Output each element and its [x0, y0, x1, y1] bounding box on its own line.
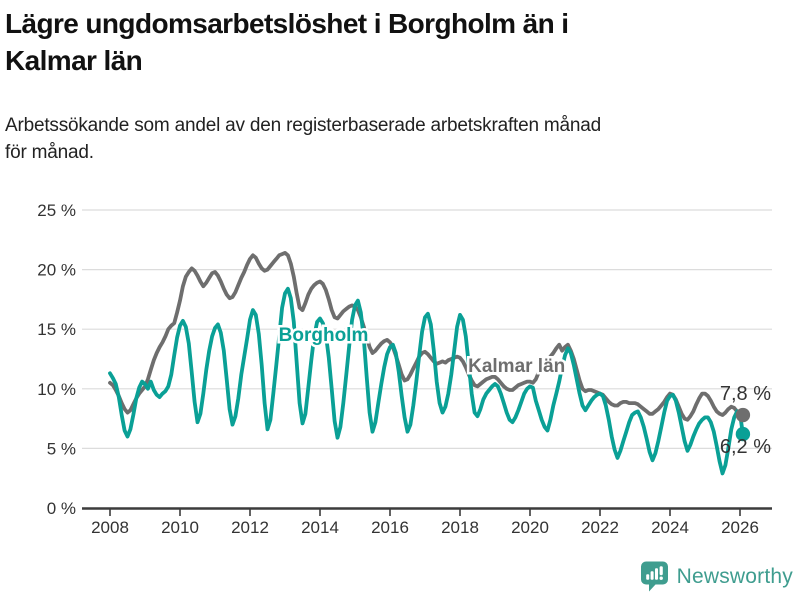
chart-subtitle-line1: Arbetssökande som andel av den registerb…: [5, 115, 602, 136]
y-tick-label-5: 5 %: [47, 439, 76, 458]
x-tick-label-2024: 2024: [651, 518, 689, 537]
bar-small: [645, 574, 649, 580]
newsworthy-brand: Newsworthy: [640, 561, 793, 592]
exclamation-dot: [659, 576, 663, 580]
y-tick-label-20: 20 %: [37, 261, 76, 280]
chart-title-line1: Lägre ungdomsarbetslöshet i Borgholm än …: [5, 8, 569, 39]
kalmar-län-line: [108, 250, 745, 422]
kalmar-län-end-value-label: 7,8 %: [720, 383, 771, 405]
x-tick-label-2026: 2026: [721, 518, 759, 537]
y-tick-label-10: 10 %: [37, 380, 76, 399]
chart-subtitle: Arbetssökande som andel av den registerb…: [5, 113, 785, 166]
x-tick-label-2018: 2018: [441, 518, 479, 537]
x-tick-label-2010: 2010: [161, 518, 199, 537]
x-tick-label-2022: 2022: [581, 518, 619, 537]
chart-title-line2: Kalmar län: [5, 44, 143, 76]
x-tick-label-2016: 2016: [371, 518, 409, 537]
borgholm-end-dot: [735, 426, 751, 442]
brand-name: Newsworthy: [676, 564, 793, 588]
chart-subtitle-line2: för månad.: [5, 141, 94, 163]
bar-medium: [650, 571, 654, 580]
x-tick-label-2020: 2020: [511, 518, 549, 537]
bar-tall: [654, 568, 658, 580]
borgholm-series-label: Borgholm: [279, 325, 369, 346]
y-tick-label-25: 25 %: [37, 201, 76, 220]
speech-bubble-shape: [640, 561, 668, 592]
borgholm-line: [108, 286, 745, 476]
exclamation-bar: [659, 566, 663, 576]
newsworthy-speech-bubble-bar-chart-icon: [640, 561, 668, 592]
borgholm-end-value-label: 6,2 %: [720, 436, 771, 458]
kalmar-län-series-label: Kalmar län: [468, 356, 565, 377]
x-tick-label-2014: 2014: [301, 518, 339, 537]
x-tick-label-2012: 2012: [231, 518, 269, 537]
y-tick-label-0: 0 %: [47, 499, 76, 518]
x-tick-label-2008: 2008: [91, 518, 129, 537]
chart-title: Lägre ungdomsarbetslöshet i Borgholm än …: [5, 6, 745, 80]
y-tick-label-15: 15 %: [37, 320, 76, 339]
kalmar-län-end-dot: [735, 407, 751, 423]
